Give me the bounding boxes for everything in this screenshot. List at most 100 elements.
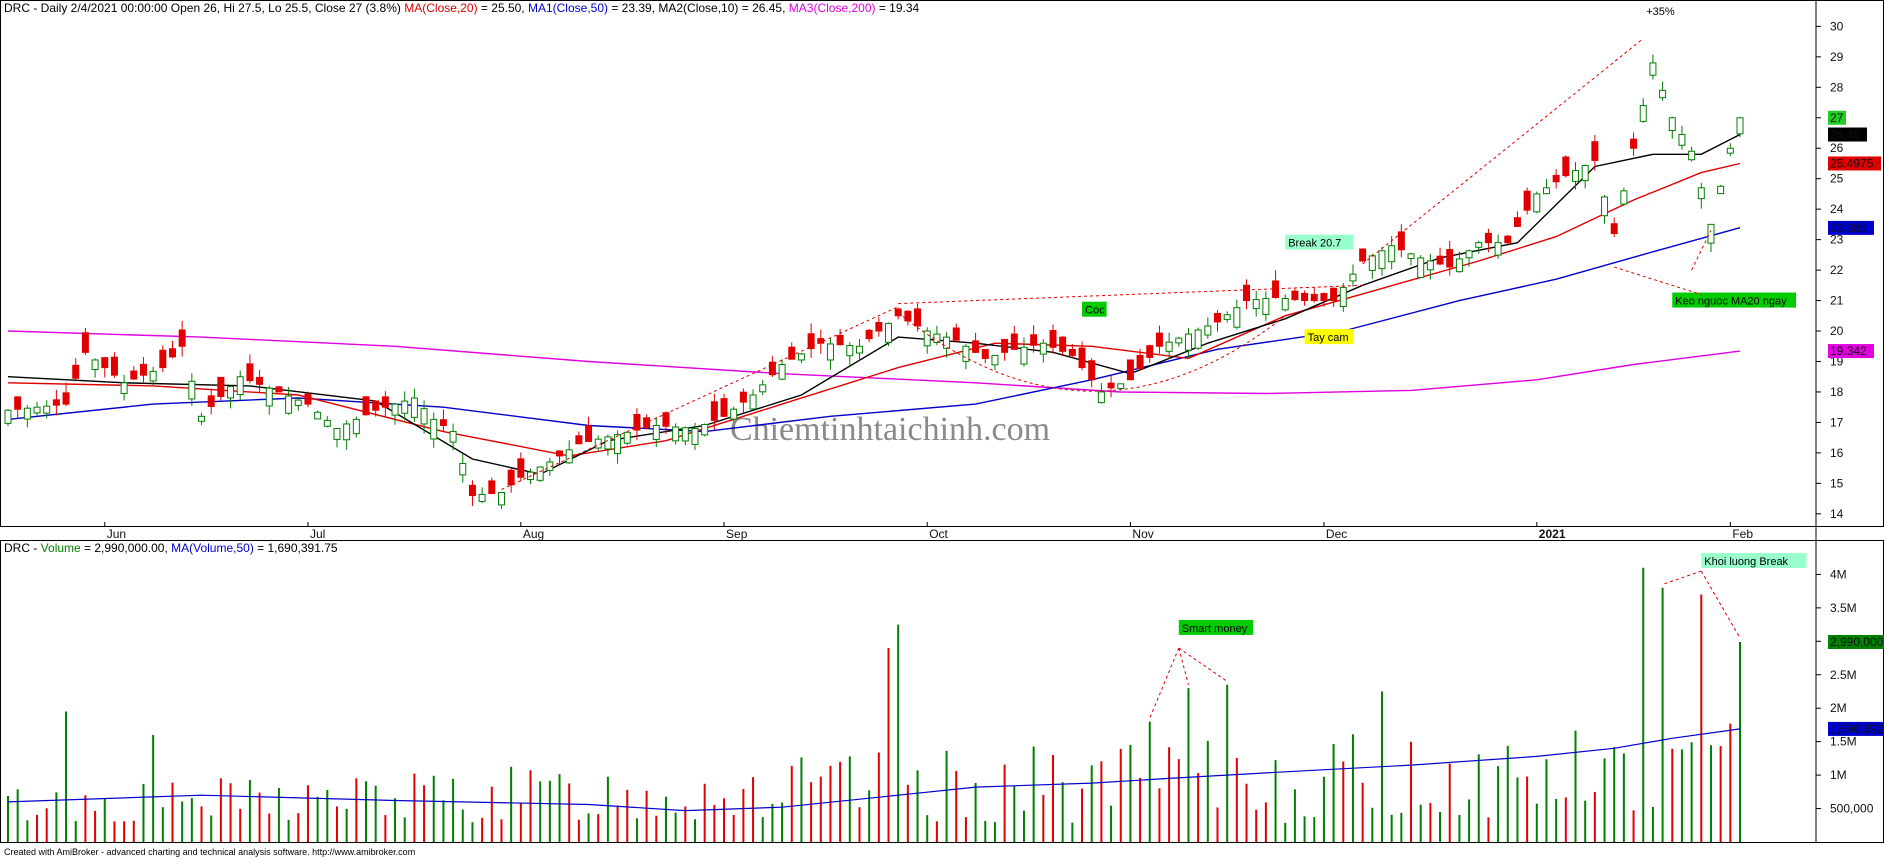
last-value-text: 25.4975 — [1830, 156, 1874, 170]
candle-body — [1436, 255, 1444, 265]
last-value-text: 27 — [1830, 111, 1844, 125]
price-tick-label: 25 — [1830, 172, 1844, 186]
annotation-label: Tay cam — [1308, 332, 1349, 344]
header-part: = 1,690,391.75 — [254, 541, 338, 555]
candle-body — [517, 458, 525, 478]
candle-body — [1320, 293, 1328, 302]
candle-body — [1059, 336, 1067, 352]
candle-body — [1639, 105, 1647, 122]
candle-body — [188, 380, 196, 400]
month-label: Jun — [107, 527, 126, 541]
candle-body — [759, 384, 767, 393]
candle-body — [556, 450, 564, 457]
candle-body — [1359, 248, 1367, 262]
candle-body — [275, 386, 283, 393]
candle-body — [256, 376, 264, 385]
candle-body — [304, 393, 312, 405]
candle-body — [372, 400, 380, 411]
candle-body — [217, 376, 225, 398]
last-value-tag — [1828, 344, 1874, 359]
candle-body — [1184, 333, 1192, 351]
candle-body — [178, 329, 186, 347]
candle-body — [420, 408, 428, 425]
candle-body — [749, 394, 757, 410]
candle-body — [1146, 345, 1154, 358]
month-label: 2021 — [1539, 527, 1566, 541]
candle-body — [981, 349, 989, 359]
candle-body — [1581, 164, 1589, 182]
header-part: = 19.34 — [875, 1, 919, 15]
volume-last-text: 1,690,392 — [1830, 722, 1884, 736]
candle-body — [720, 398, 728, 417]
candle-body — [1659, 89, 1667, 99]
candle-body — [1601, 196, 1609, 217]
candle-body — [1243, 284, 1251, 302]
header-part: = 25.50, — [478, 1, 528, 15]
candle-body — [933, 333, 941, 343]
annotation-label: Smart money — [1182, 623, 1248, 635]
candle-body — [1591, 141, 1599, 161]
candle-body — [1049, 330, 1057, 348]
month-label: Jul — [310, 527, 325, 541]
last-value-tag — [1828, 220, 1874, 235]
candle-body — [488, 480, 496, 495]
candle-body — [788, 346, 796, 360]
candle-body — [1155, 332, 1163, 347]
volume-tick-label: 1M — [1830, 768, 1847, 782]
candle-body — [1010, 333, 1018, 350]
candle-body — [198, 415, 206, 422]
candle-body — [1717, 185, 1725, 195]
candle-body — [1484, 232, 1492, 244]
price-tick-label: 24 — [1830, 202, 1844, 216]
last-value-text: 23.385 — [1830, 221, 1867, 235]
volume-tick-label: 500,000 — [1830, 802, 1874, 816]
candle-body — [1165, 341, 1173, 352]
price-tick-label: 21 — [1830, 294, 1844, 308]
volume-trend-line — [1700, 570, 1741, 639]
candle-body — [691, 428, 699, 445]
candle-body — [585, 425, 593, 442]
candle-body — [623, 431, 631, 444]
candle-body — [1552, 174, 1560, 183]
candle-body — [633, 413, 641, 431]
candle-body — [1649, 62, 1657, 76]
candle-body — [865, 329, 873, 340]
header-part: MA3(Close,200) — [789, 1, 876, 15]
candle-body — [875, 322, 883, 332]
candle-body — [81, 332, 89, 353]
header-part: Volume — [41, 541, 81, 555]
candle-body — [1697, 187, 1705, 200]
candle-body — [1504, 235, 1512, 244]
candle-body — [314, 411, 322, 420]
candle-body — [1262, 298, 1270, 315]
candle-body — [797, 353, 805, 361]
candle-body — [739, 391, 747, 403]
month-label: Aug — [523, 527, 544, 541]
price-tick-label: 28 — [1830, 80, 1844, 94]
candle-body — [1213, 313, 1221, 323]
candle-body — [923, 330, 931, 347]
candle-body — [885, 322, 893, 343]
annotation-label: Coc — [1085, 305, 1105, 317]
candle-body — [1088, 360, 1096, 381]
price-tick-label: 26 — [1830, 141, 1844, 155]
candle-body — [1030, 334, 1038, 346]
month-label: Feb — [1732, 527, 1753, 541]
candle-body — [236, 376, 244, 396]
candle-body — [662, 412, 670, 427]
header-part: DRC - — [4, 541, 41, 555]
candle-body — [130, 370, 138, 380]
candle-body — [168, 348, 176, 358]
volume-last-tag — [1828, 634, 1884, 649]
volume-tick-label: 2M — [1830, 701, 1847, 715]
header-part: MA1(Close,50) — [528, 1, 608, 15]
candle-body — [1204, 325, 1212, 336]
candle-body — [1368, 255, 1376, 271]
candle-body — [52, 399, 60, 406]
candle-body — [1388, 245, 1396, 263]
candle-body — [565, 449, 573, 464]
header-part: = 23.39, MA2(Close,10) = 26.45, — [608, 1, 789, 15]
trend-line — [1691, 230, 1712, 271]
header-part: MA(Close,20) — [404, 1, 477, 15]
candle-body — [1707, 223, 1715, 244]
